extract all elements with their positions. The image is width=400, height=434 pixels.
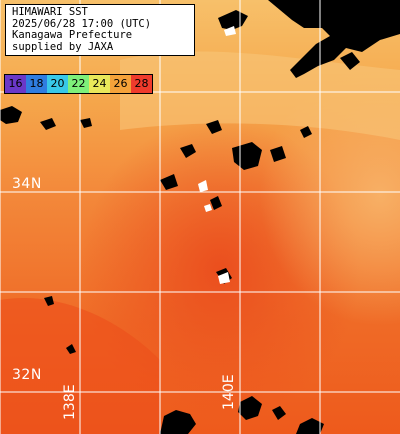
title-credit: supplied by JAXA	[12, 40, 114, 53]
cloud-mask	[198, 26, 236, 284]
scale-swatch-16: 16	[5, 75, 26, 93]
lon-label-140e: 140E	[221, 374, 237, 410]
title-product: HIMAWARI SST	[12, 6, 88, 18]
scale-swatch-20: 20	[47, 75, 68, 93]
scale-swatch-28: 28	[131, 75, 152, 93]
scale-swatch-26: 26	[110, 75, 131, 93]
land-oshima	[180, 144, 196, 158]
scale-swatch-18: 18	[26, 75, 47, 93]
scale-swatch-22: 22	[68, 75, 89, 93]
title-box: HIMAWARI SST 2025/06/28 17:00 (UTC) Kana…	[5, 4, 195, 56]
lat-label-32n: 32N	[12, 367, 42, 383]
title-timestamp: 2025/06/28 17:00 (UTC)	[12, 17, 152, 30]
land-hachijo	[160, 410, 196, 434]
scale-swatch-24: 24	[89, 75, 110, 93]
lon-label-138e: 138E	[62, 384, 78, 420]
title-region: Kanagawa Prefecture	[12, 29, 133, 41]
temperature-scale: 16 18 20 22 24 26 28	[4, 74, 153, 94]
land-honshu	[268, 0, 400, 78]
lat-label-34n: 34N	[12, 176, 42, 192]
